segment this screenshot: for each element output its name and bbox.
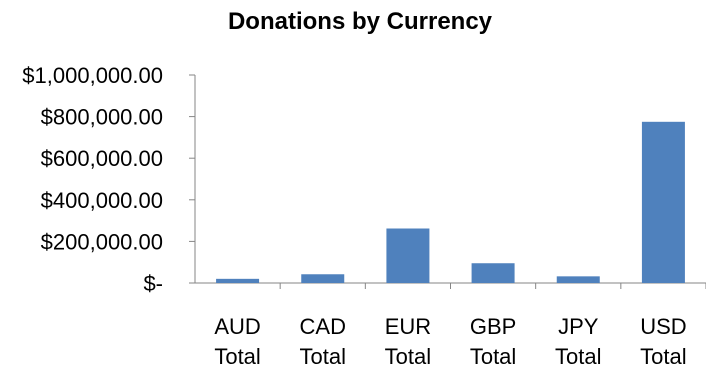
y-tick-label: $400,000.00 [41,188,163,213]
bar [216,278,260,283]
x-tick-label: Total [555,344,601,368]
y-tick-label: $600,000.00 [41,146,163,171]
x-tick-label: Total [214,344,260,368]
x-tick-label: Total [300,344,346,368]
bar [471,263,515,283]
x-tick-label: Total [470,344,516,368]
x-tick-label: GBP [470,314,516,339]
bar [641,121,685,283]
x-tick-label: Total [385,344,431,368]
bar [301,274,345,283]
chart-title: Donations by Currency [227,8,493,35]
y-tick-label: $1,000,000.00 [22,63,163,88]
x-tick-label: AUD [214,314,260,339]
bar [556,276,600,283]
y-tick-label: $800,000.00 [41,105,163,130]
x-tick-label: USD [640,314,686,339]
y-tick-label: $200,000.00 [41,229,163,254]
y-tick-label: $- [143,271,163,296]
x-tick-label: Total [640,344,686,368]
x-tick-label: JPY [558,314,599,339]
x-tick-label: EUR [385,314,431,339]
x-tick-label: CAD [300,314,346,339]
bar [386,228,430,283]
